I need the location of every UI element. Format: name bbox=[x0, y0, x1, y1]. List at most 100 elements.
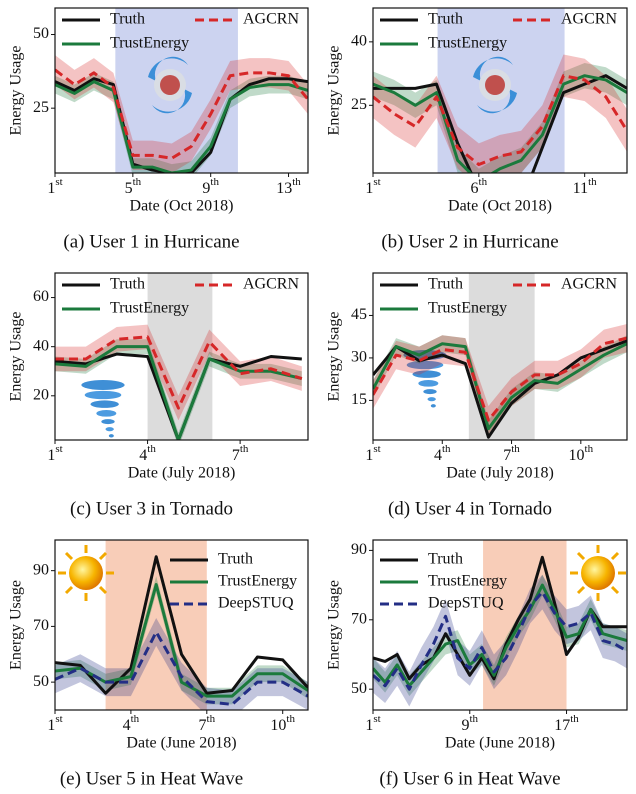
legend-label: Truth bbox=[110, 276, 145, 293]
x-axis-label: Date (July 2018) bbox=[128, 465, 236, 482]
legend-label: Truth bbox=[428, 276, 463, 293]
plot-area bbox=[373, 323, 627, 439]
plot-frame bbox=[372, 7, 628, 174]
x-tick-label: 4th bbox=[123, 713, 140, 734]
x-tick-label: 4th bbox=[139, 443, 156, 464]
uncertainty-band bbox=[55, 576, 308, 705]
y-tick-label: 45 bbox=[351, 306, 367, 323]
legend-label: AGCRN bbox=[561, 276, 617, 293]
y-tick-label: 50 bbox=[33, 25, 49, 42]
caption: (e) User 5 in Heat Wave bbox=[60, 768, 243, 789]
x-axis-label: Date (Oct 2018) bbox=[130, 198, 234, 215]
plot-frame bbox=[372, 272, 628, 441]
x-tick-label: 4th bbox=[434, 443, 451, 464]
legend-label: AGCRN bbox=[561, 11, 617, 28]
caption: (b) User 2 in Hurricane bbox=[381, 231, 558, 252]
plot-area bbox=[373, 54, 627, 173]
series-line bbox=[55, 80, 308, 173]
series-line bbox=[373, 339, 627, 439]
legend-label: AGCRN bbox=[243, 11, 299, 28]
series-line bbox=[373, 336, 627, 422]
uncertainty-band bbox=[55, 72, 308, 173]
y-tick-label: 90 bbox=[33, 561, 49, 578]
x-tick-label: 10th bbox=[569, 443, 594, 464]
event-span bbox=[483, 540, 567, 710]
x-axis-label: Date (June 2018) bbox=[445, 735, 555, 752]
uncertainty-band bbox=[373, 63, 627, 173]
y-tick-label: 25 bbox=[33, 99, 49, 116]
x-tick-label: 9th bbox=[202, 176, 219, 197]
legend-label: TrustEnergy bbox=[428, 35, 507, 52]
series-line bbox=[373, 74, 627, 173]
y-axis-label: Energy Usage bbox=[326, 312, 343, 402]
plot-area bbox=[55, 55, 308, 173]
x-tick-label: 9th bbox=[461, 713, 478, 734]
legend-label: Truth bbox=[218, 551, 253, 568]
caption: (d) User 4 in Tornado bbox=[388, 498, 552, 519]
legend-label: DeepSTUQ bbox=[218, 595, 294, 612]
legend-label: Truth bbox=[428, 11, 463, 28]
caption: (f) User 6 in Heat Wave bbox=[379, 768, 560, 789]
tornado-icon bbox=[81, 380, 125, 438]
uncertainty-band bbox=[55, 324, 302, 421]
sun-icon bbox=[568, 543, 628, 603]
foreground-layer: 1st 5th 9th 13th 25 50 Date (Oct 2018) Energy U… bbox=[8, 7, 628, 789]
series-line bbox=[55, 335, 303, 410]
caption: (c) User 3 in Tornado bbox=[70, 498, 233, 519]
y-tick-label: 70 bbox=[351, 610, 367, 627]
y-tick-label: 40 bbox=[33, 337, 49, 354]
series-line bbox=[55, 555, 308, 695]
x-tick-label: 17th bbox=[554, 713, 579, 734]
x-tick-label: 1st bbox=[365, 443, 380, 464]
y-axis-label: Energy Usage bbox=[8, 580, 25, 670]
uncertainty-band bbox=[55, 618, 308, 710]
y-tick-label: 25 bbox=[351, 96, 367, 113]
x-axis-label: Date (July 2018) bbox=[446, 465, 554, 482]
y-axis-label: Energy Usage bbox=[326, 580, 343, 670]
legend-label: TrustEnergy bbox=[110, 35, 189, 52]
y-tick-label: 30 bbox=[351, 349, 367, 366]
y-tick-label: 15 bbox=[351, 391, 367, 408]
y-tick-label: 50 bbox=[351, 680, 367, 697]
y-axis-label: Energy Usage bbox=[326, 46, 343, 136]
y-axis-label: Energy Usage bbox=[8, 46, 25, 136]
x-tick-label: 6th bbox=[471, 176, 488, 197]
plot-area bbox=[373, 555, 627, 707]
plot-area bbox=[55, 324, 303, 440]
uncertainty-band bbox=[373, 574, 627, 707]
x-tick-label: 7th bbox=[503, 443, 520, 464]
x-axis-label: Date (Oct 2018) bbox=[448, 198, 552, 215]
x-tick-label: 7th bbox=[199, 713, 216, 734]
y-tick-label: 40 bbox=[351, 33, 367, 50]
plot-frame bbox=[372, 539, 628, 711]
legend-label: DeepSTUQ bbox=[428, 595, 504, 612]
legend-label: TrustEnergy bbox=[110, 300, 189, 317]
y-tick-label: 90 bbox=[351, 541, 367, 558]
x-tick-label: 1st bbox=[47, 713, 62, 734]
legend-label: Truth bbox=[110, 11, 145, 28]
x-tick-label: 1st bbox=[365, 713, 380, 734]
y-tick-label: 50 bbox=[33, 673, 49, 690]
series-line bbox=[373, 74, 627, 173]
legend-label: AGCRN bbox=[243, 276, 299, 293]
y-tick-label: 60 bbox=[33, 288, 49, 305]
uncertainty-band bbox=[55, 339, 302, 440]
x-tick-label: 1st bbox=[47, 176, 62, 197]
series-line bbox=[373, 590, 627, 691]
y-tick-label: 70 bbox=[33, 617, 49, 634]
x-tick-label: 13th bbox=[276, 176, 301, 197]
series-line bbox=[373, 342, 627, 431]
uncertainty-band bbox=[373, 335, 627, 438]
legend-label: TrustEnergy bbox=[428, 573, 507, 590]
legend-label: Truth bbox=[428, 551, 463, 568]
y-axis-label: Energy Usage bbox=[8, 312, 25, 402]
uncertainty-band bbox=[55, 55, 308, 173]
plot-frame bbox=[54, 539, 309, 711]
series-line bbox=[55, 630, 308, 706]
legend-label: TrustEnergy bbox=[428, 300, 507, 317]
x-tick-label: 7th bbox=[232, 443, 249, 464]
x-tick-label: 1st bbox=[365, 176, 380, 197]
series-line bbox=[373, 74, 627, 167]
caption: (a) User 1 in Hurricane bbox=[63, 231, 239, 252]
